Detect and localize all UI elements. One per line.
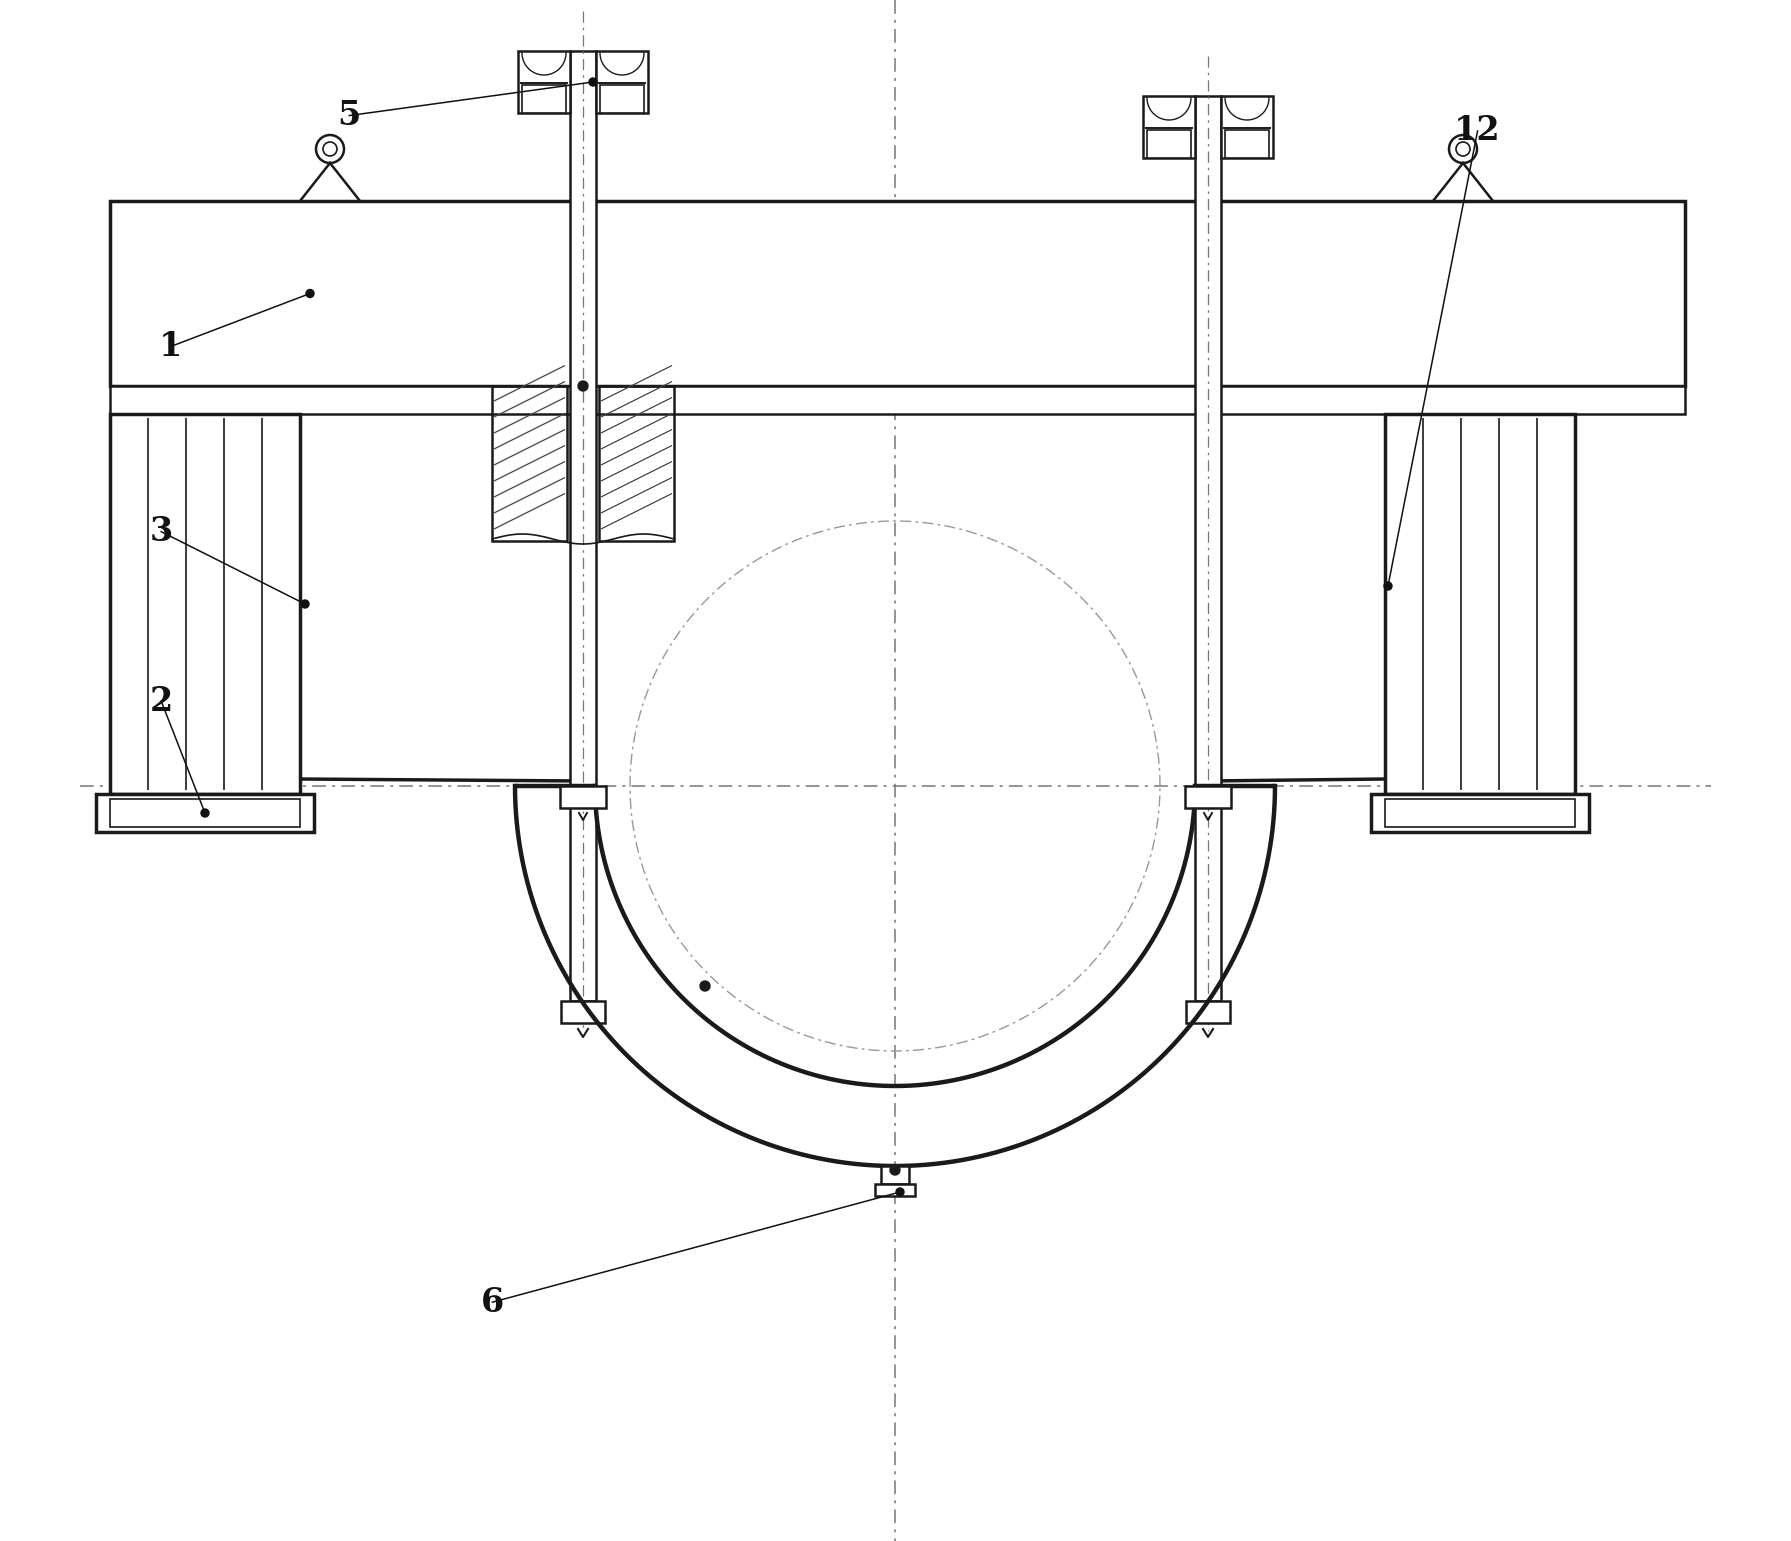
Text: 1: 1 [158, 330, 183, 364]
Bar [1225, 129, 1270, 159]
Bar [1143, 96, 1195, 159]
Bar [97, 794, 313, 832]
Bar [109, 415, 301, 794]
Text: 3: 3 [150, 515, 172, 549]
Bar [598, 385, 673, 541]
Circle shape [589, 79, 596, 86]
Bar [1221, 96, 1273, 159]
Bar [493, 385, 568, 541]
Circle shape [890, 1165, 901, 1174]
Bar [1186, 1002, 1230, 1023]
Bar [881, 1167, 910, 1183]
Bar [876, 1183, 915, 1196]
Text: 12: 12 [1454, 114, 1501, 148]
Circle shape [896, 1188, 904, 1196]
Bar [561, 1002, 605, 1023]
Bar [1384, 798, 1574, 828]
Text: 6: 6 [482, 1285, 503, 1319]
Bar [596, 51, 648, 112]
Bar [600, 85, 645, 112]
Circle shape [301, 599, 310, 609]
Bar [1384, 415, 1574, 794]
Circle shape [201, 809, 210, 817]
Bar [570, 51, 596, 1002]
Bar [521, 85, 566, 112]
Bar [109, 385, 1685, 415]
Circle shape [578, 381, 587, 391]
Bar [1370, 794, 1589, 832]
Bar [1195, 96, 1221, 1002]
Circle shape [1384, 582, 1392, 590]
Text: 2: 2 [150, 684, 172, 718]
Circle shape [306, 290, 313, 297]
Text: 5: 5 [338, 99, 360, 133]
Bar [109, 798, 301, 828]
Bar [109, 200, 1685, 385]
Bar [561, 786, 605, 807]
Circle shape [700, 982, 709, 991]
Bar [518, 51, 570, 112]
Bar [1186, 786, 1230, 807]
Bar [1146, 129, 1191, 159]
